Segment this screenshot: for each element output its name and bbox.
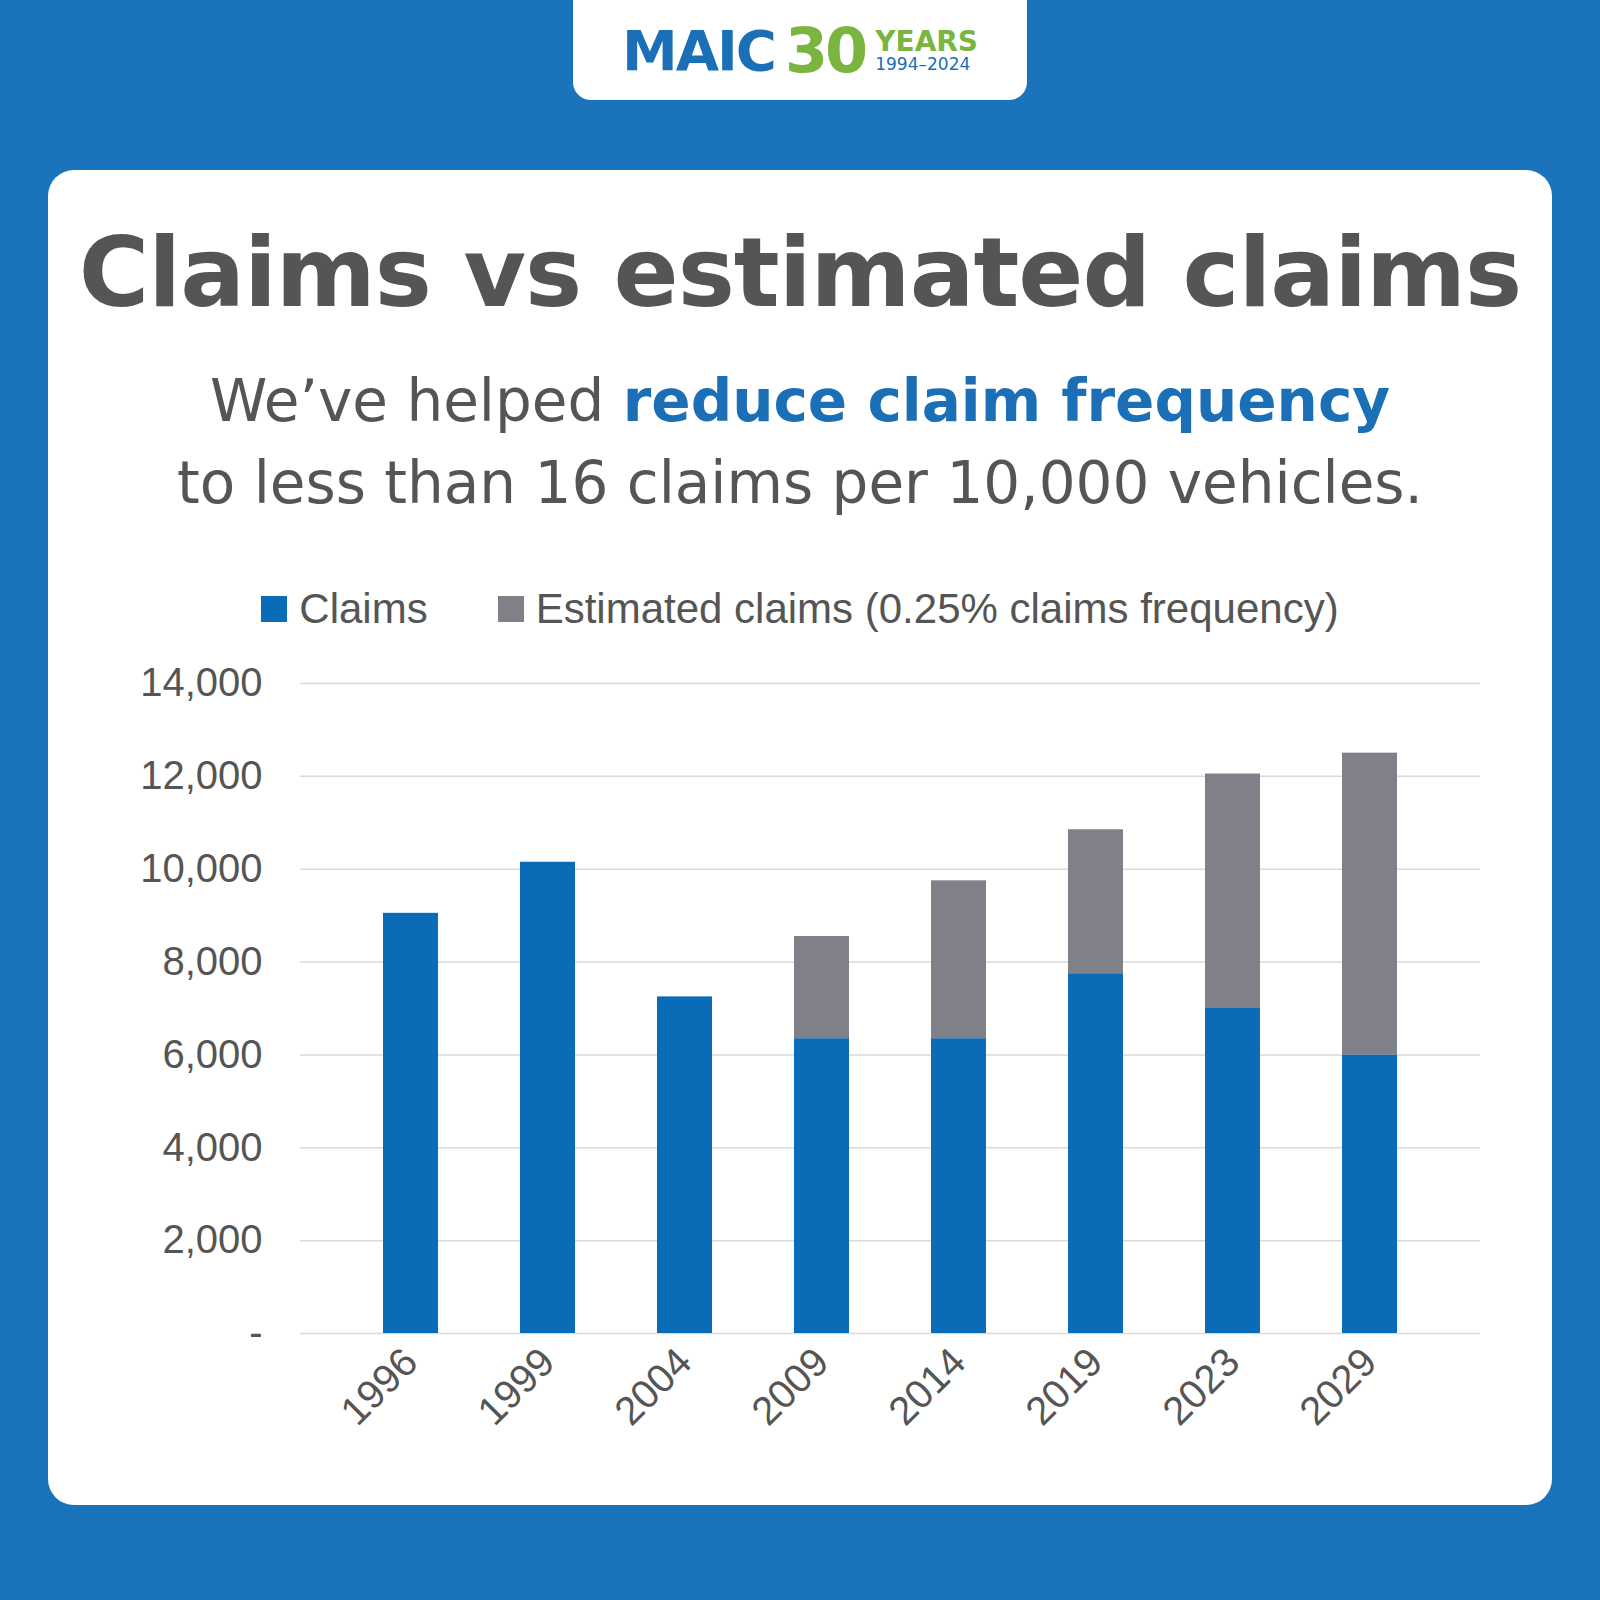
svg-text:4,000: 4,000 (162, 1125, 262, 1169)
svg-text:1996: 1996 (332, 1339, 426, 1433)
svg-text:2023: 2023 (1154, 1339, 1248, 1433)
svg-text:2009: 2009 (743, 1339, 837, 1433)
html-text:to less than 16 claims per 10,: to less than 16 claims per 10,000 vehicl… (177, 449, 1423, 517)
svg-text:2019: 2019 (1017, 1339, 1111, 1433)
svg-text:1999: 1999 (469, 1339, 563, 1433)
svg-text:2,000: 2,000 (162, 1217, 262, 1261)
svg-text:8,000: 8,000 (162, 939, 262, 983)
svg-text:6,000: 6,000 (162, 1032, 262, 1076)
html-text:1994–2024: 1994–2024 (875, 53, 971, 74)
svg-text:10,000: 10,000 (140, 846, 262, 890)
svg-text:2029: 2029 (1291, 1339, 1385, 1433)
svg-text:12,000: 12,000 (140, 753, 262, 797)
html-text:MAIC 30: MAIC 30 (622, 13, 866, 87)
html-text:YEARS: YEARS (875, 24, 978, 58)
svg-text:2004: 2004 (606, 1339, 700, 1433)
svg-text:-: - (249, 1310, 262, 1354)
svg-text:14,000: 14,000 (140, 660, 262, 704)
html-text:Claims: Claims (299, 585, 428, 632)
html-text:We’ve helped reduce claim freq: We’ve helped reduce claim frequency (209, 367, 1391, 435)
svg-text:2014: 2014 (880, 1339, 974, 1433)
html-text:Claims vs estimated claims: Claims vs estimated claims (78, 217, 1522, 329)
html-text:Estimated claims (0.25% claims: Estimated claims (0.25% claims frequency… (535, 585, 1339, 632)
